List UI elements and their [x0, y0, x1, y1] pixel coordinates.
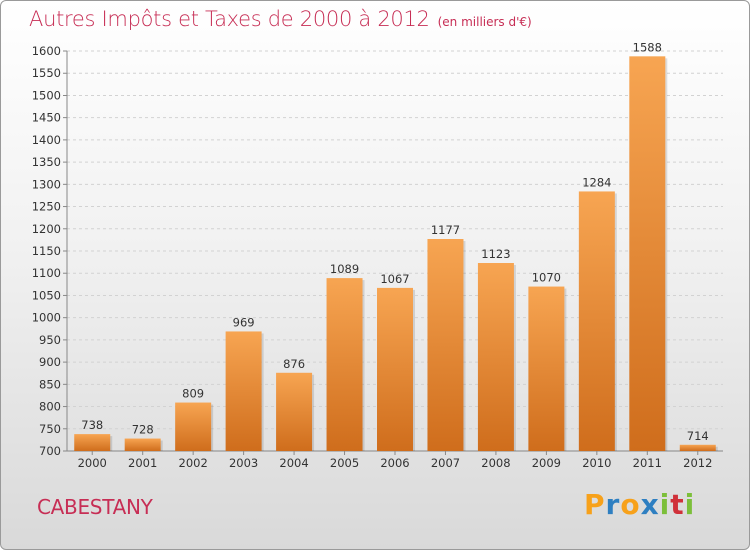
y-tick-label: 950: [39, 333, 61, 347]
data-label: 876: [283, 357, 305, 371]
y-tick-label: 1250: [32, 200, 61, 214]
y-tick-label: 900: [39, 355, 61, 369]
x-tick-label: 2003: [229, 456, 258, 470]
chart-title: Autres Impôts et Taxes de 2000 à 2012 (en…: [29, 7, 532, 31]
y-tick-label: 1400: [32, 133, 61, 147]
logo-letter: o: [620, 488, 641, 521]
bar: [377, 287, 413, 451]
y-tick-label: 1350: [32, 155, 61, 169]
bar: [326, 278, 363, 451]
data-label: 809: [182, 387, 204, 401]
logo-letter: i: [684, 488, 696, 521]
x-tick-label: 2010: [582, 456, 611, 470]
logo-letter: r: [605, 488, 621, 521]
data-label: 1070: [532, 271, 561, 285]
data-label: 1284: [582, 175, 611, 189]
y-tick-label: 1300: [32, 177, 61, 191]
y-tick-label: 1550: [32, 66, 61, 80]
y-tick-label: 1600: [32, 44, 61, 58]
data-label: 969: [233, 315, 255, 329]
x-tick-label: 2004: [279, 456, 308, 470]
chart-title-text: Autres Impôts et Taxes de 2000 à 2012: [29, 7, 430, 31]
x-tick-label: 2011: [633, 456, 662, 470]
unit-note: (en milliers d'€): [437, 15, 532, 29]
logo-letter: P: [584, 488, 606, 521]
y-tick-label: 1150: [32, 244, 61, 258]
city-name: CABESTANY: [37, 495, 153, 519]
bar: [477, 263, 514, 451]
bar: [124, 438, 161, 451]
y-tick-label: 700: [39, 444, 61, 458]
y-tick-label: 1000: [32, 311, 61, 325]
y-tick-label: 800: [39, 400, 61, 414]
y-tick-label: 1200: [32, 222, 61, 236]
x-tick-label: 2006: [380, 456, 409, 470]
logo-letter: x: [640, 488, 660, 521]
bar: [528, 286, 565, 451]
data-label: 738: [81, 418, 103, 432]
bar: [427, 239, 464, 451]
data-label: 1067: [380, 272, 409, 286]
y-tick-label: 850: [39, 377, 61, 391]
x-tick-label: 2000: [78, 456, 107, 470]
data-label: 1123: [481, 247, 510, 261]
data-label: 728: [132, 423, 154, 437]
y-tick-label: 1050: [32, 288, 61, 302]
x-tick-label: 2012: [683, 456, 712, 470]
x-tick-label: 2009: [532, 456, 561, 470]
bar: [74, 434, 111, 451]
bar: [175, 402, 212, 451]
bar: [225, 331, 262, 451]
x-tick-label: 2007: [431, 456, 460, 470]
proxiti-logo: Proxiti: [584, 488, 695, 521]
data-label: 1588: [633, 40, 662, 54]
data-label: 714: [687, 429, 709, 443]
data-label: 1089: [330, 262, 359, 276]
y-tick-label: 1500: [32, 88, 61, 102]
logo-letter: i: [659, 488, 671, 521]
bar: [629, 56, 666, 451]
x-tick-label: 2005: [330, 456, 359, 470]
y-tick-label: 1100: [32, 266, 61, 280]
bar: [679, 444, 716, 451]
bar: [578, 191, 615, 451]
bar: [276, 372, 313, 451]
x-tick-label: 2008: [481, 456, 510, 470]
data-label: 1177: [431, 223, 460, 237]
x-tick-label: 2002: [179, 456, 208, 470]
x-tick-label: 2001: [128, 456, 157, 470]
logo-letter: t: [670, 488, 685, 521]
y-tick-label: 750: [39, 422, 61, 436]
y-tick-label: 1450: [32, 111, 61, 125]
